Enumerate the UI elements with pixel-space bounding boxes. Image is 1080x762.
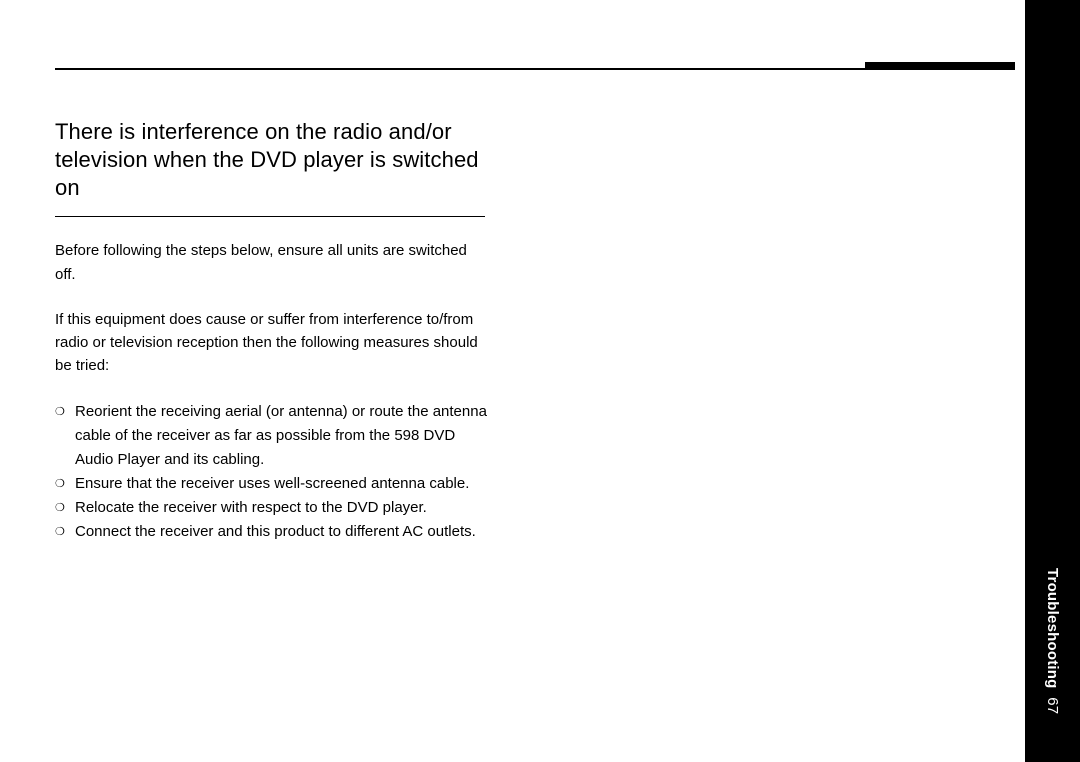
list-item: Relocate the receiver with respect to th…	[55, 496, 495, 520]
list-item: Connect the receiver and this product to…	[55, 520, 495, 544]
page-number: 67	[1044, 693, 1061, 714]
content-column: There is interference on the radio and/o…	[55, 118, 495, 544]
section-name: Troubleshooting	[1044, 568, 1061, 689]
manual-page: Troubleshooting 67 There is interference…	[0, 0, 1080, 762]
side-tab-label: Troubleshooting 67	[1044, 568, 1061, 714]
paragraph-2: If this equipment does cause or suffer f…	[55, 308, 485, 378]
heading-underline	[55, 216, 485, 217]
list-item: Reorient the receiving aerial (or antenn…	[55, 400, 495, 472]
bullet-list: Reorient the receiving aerial (or antenn…	[55, 400, 495, 544]
list-item: Ensure that the receiver uses well-scree…	[55, 472, 495, 496]
paragraph-1: Before following the steps below, ensure…	[55, 239, 485, 286]
side-tab: Troubleshooting 67	[1025, 0, 1080, 762]
section-heading: There is interference on the radio and/o…	[55, 118, 495, 202]
top-rule-thick-segment	[865, 62, 1015, 70]
